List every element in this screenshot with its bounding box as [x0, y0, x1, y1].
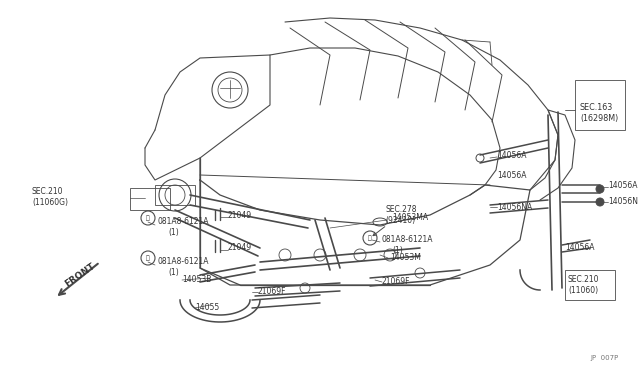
Text: 081A8-6121A: 081A8-6121A	[158, 218, 209, 227]
Text: 14053B: 14053B	[182, 276, 211, 285]
Text: 081A8-6121A: 081A8-6121A	[158, 257, 209, 266]
Text: Ⓑ: Ⓑ	[368, 235, 372, 241]
Text: 14056A: 14056A	[608, 180, 637, 189]
Text: Ⓐ: Ⓐ	[146, 215, 150, 221]
Text: FRONT: FRONT	[63, 262, 97, 289]
Text: (1): (1)	[168, 267, 179, 276]
Text: (11060): (11060)	[568, 285, 598, 295]
Text: 14056A: 14056A	[565, 244, 595, 253]
Text: SEC.210: SEC.210	[32, 187, 63, 196]
Text: 21069F: 21069F	[382, 278, 410, 286]
Text: 14056A: 14056A	[497, 151, 527, 160]
Text: (1): (1)	[168, 228, 179, 237]
Text: SEC.210: SEC.210	[568, 276, 600, 285]
Text: 14056A: 14056A	[497, 170, 527, 180]
Text: SEC.163: SEC.163	[580, 103, 613, 112]
Text: (11060G): (11060G)	[32, 198, 68, 206]
Text: 14053M: 14053M	[390, 253, 421, 263]
Text: Ⓑ: Ⓑ	[146, 255, 150, 261]
Text: 14055: 14055	[195, 304, 220, 312]
Text: 14056NA: 14056NA	[497, 202, 532, 212]
Text: (92410): (92410)	[385, 215, 415, 224]
Text: 14056N: 14056N	[608, 198, 638, 206]
Text: 21069F: 21069F	[258, 288, 287, 296]
Text: 21049: 21049	[228, 211, 252, 219]
Text: (16298M): (16298M)	[580, 113, 618, 122]
Text: JP  007P: JP 007P	[590, 355, 618, 361]
Text: (1): (1)	[392, 246, 403, 254]
Text: 21049: 21049	[228, 244, 252, 253]
Text: 14053MA: 14053MA	[392, 214, 428, 222]
Circle shape	[596, 185, 604, 193]
Circle shape	[596, 198, 604, 206]
Text: SEC.278: SEC.278	[385, 205, 417, 215]
Text: 081A8-6121A: 081A8-6121A	[382, 235, 433, 244]
